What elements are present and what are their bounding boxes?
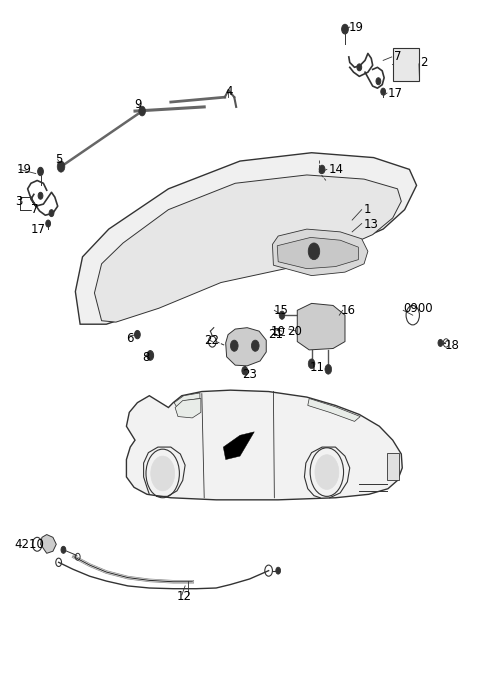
Circle shape (357, 64, 362, 71)
Circle shape (46, 220, 50, 227)
Text: 5: 5 (55, 153, 62, 166)
Circle shape (381, 88, 385, 95)
Circle shape (57, 161, 65, 172)
Circle shape (279, 311, 285, 319)
Text: 1: 1 (364, 203, 372, 216)
Text: 0900: 0900 (403, 302, 433, 315)
Circle shape (49, 210, 54, 217)
Polygon shape (277, 238, 359, 268)
Text: 4: 4 (226, 85, 233, 98)
Polygon shape (308, 399, 360, 422)
Circle shape (308, 359, 315, 369)
Circle shape (342, 24, 348, 34)
Text: 20: 20 (287, 325, 301, 337)
Text: 17: 17 (388, 86, 403, 100)
Circle shape (311, 247, 317, 256)
Bar (393, 48, 419, 82)
Text: 19: 19 (349, 21, 364, 33)
Polygon shape (175, 399, 201, 418)
Polygon shape (223, 432, 254, 459)
Text: 7: 7 (394, 50, 401, 63)
Text: 9: 9 (134, 98, 142, 111)
Circle shape (376, 78, 381, 85)
Circle shape (308, 243, 320, 260)
Polygon shape (40, 535, 56, 553)
Text: 3: 3 (15, 195, 22, 208)
Polygon shape (174, 393, 200, 408)
Text: 6: 6 (126, 332, 134, 344)
Text: 18: 18 (444, 339, 459, 351)
Circle shape (315, 454, 339, 489)
Circle shape (276, 567, 281, 574)
Circle shape (147, 351, 154, 360)
Text: 8: 8 (142, 351, 150, 364)
Text: 4210: 4210 (15, 538, 45, 551)
Polygon shape (95, 175, 401, 322)
Text: 11: 11 (309, 362, 324, 374)
Circle shape (38, 192, 43, 199)
Polygon shape (126, 390, 402, 500)
Circle shape (242, 367, 248, 375)
Text: 22: 22 (204, 334, 219, 346)
Text: 16: 16 (341, 304, 356, 317)
Text: 2: 2 (420, 56, 428, 69)
Polygon shape (273, 229, 368, 275)
Circle shape (151, 456, 175, 491)
Text: 14: 14 (328, 163, 343, 176)
Text: 19: 19 (17, 163, 32, 176)
Text: 15: 15 (274, 304, 288, 317)
Text: 12: 12 (177, 590, 192, 603)
Text: 13: 13 (364, 218, 379, 231)
Polygon shape (226, 328, 266, 366)
Text: 10: 10 (271, 325, 286, 337)
Circle shape (230, 340, 238, 351)
Text: 17: 17 (31, 222, 46, 236)
Circle shape (438, 339, 443, 346)
Text: 21: 21 (268, 328, 283, 341)
Text: 7: 7 (31, 203, 38, 216)
Circle shape (37, 167, 43, 176)
Bar (387, 452, 399, 480)
Circle shape (336, 311, 342, 319)
Text: 23: 23 (242, 369, 257, 381)
Polygon shape (297, 303, 345, 350)
Circle shape (139, 106, 145, 116)
Circle shape (134, 330, 140, 339)
Polygon shape (75, 153, 417, 324)
Circle shape (61, 546, 66, 553)
Circle shape (325, 365, 332, 374)
Circle shape (319, 165, 325, 174)
Circle shape (252, 340, 259, 351)
